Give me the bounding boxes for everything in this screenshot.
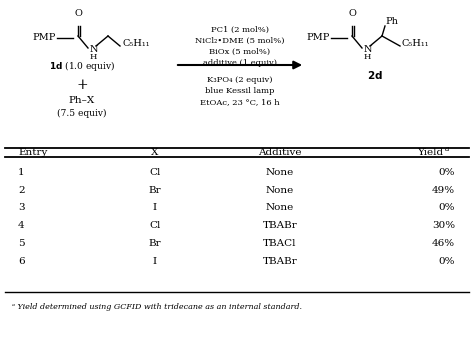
Text: +: + (76, 78, 88, 92)
Text: O: O (74, 9, 82, 18)
Text: Br: Br (149, 186, 161, 194)
Text: 49%: 49% (432, 186, 455, 194)
Text: $\mathbf{1d}$ (1.0 equiv): $\mathbf{1d}$ (1.0 equiv) (49, 59, 115, 73)
Text: NiCl₂•DME (5 mol%): NiCl₂•DME (5 mol%) (195, 37, 285, 45)
Text: Additive: Additive (258, 149, 302, 157)
Text: 4: 4 (18, 222, 25, 230)
Text: 30%: 30% (432, 222, 455, 230)
Text: PC1 (2 mol%): PC1 (2 mol%) (211, 26, 269, 34)
Text: BiOx (5 mol%): BiOx (5 mol%) (210, 48, 271, 56)
Text: TBABr: TBABr (263, 258, 297, 267)
Text: blue Kessil lamp: blue Kessil lamp (205, 87, 275, 95)
Text: 2: 2 (18, 186, 25, 194)
Text: Ph–X: Ph–X (69, 95, 95, 105)
Text: additive (1 equiv): additive (1 equiv) (203, 59, 277, 67)
Text: 46%: 46% (432, 239, 455, 248)
Text: H: H (364, 53, 371, 61)
Text: None: None (266, 203, 294, 213)
Text: N: N (364, 45, 373, 54)
Text: X: X (151, 149, 159, 157)
Text: C₅H₁₁: C₅H₁₁ (122, 39, 150, 48)
Text: 3: 3 (18, 203, 25, 213)
Text: Entry: Entry (18, 149, 47, 157)
Text: Br: Br (149, 239, 161, 248)
Text: K₃PO₄ (2 equiv): K₃PO₄ (2 equiv) (207, 76, 273, 84)
Text: 0%: 0% (438, 167, 455, 177)
Text: N: N (90, 45, 99, 54)
Text: H: H (90, 53, 97, 61)
Text: PMP: PMP (307, 34, 330, 43)
Text: $\mathbf{2d}$: $\mathbf{2d}$ (367, 69, 383, 81)
Text: EtOAc, 23 °C, 16 h: EtOAc, 23 °C, 16 h (200, 98, 280, 106)
Text: TBACl: TBACl (263, 239, 297, 248)
Text: 0%: 0% (438, 258, 455, 267)
Text: Yield: Yield (417, 149, 443, 157)
Text: C₅H₁₁: C₅H₁₁ (402, 39, 429, 48)
Text: I: I (153, 258, 157, 267)
Text: PMP: PMP (33, 34, 56, 43)
Text: a: a (445, 145, 449, 153)
Text: Cl: Cl (149, 222, 161, 230)
Text: ᵃ Yield determined using GCFID with tridecane as an internal standard.: ᵃ Yield determined using GCFID with trid… (12, 303, 302, 311)
Text: Cl: Cl (149, 167, 161, 177)
Text: Ph: Ph (385, 17, 398, 26)
Text: (7.5 equiv): (7.5 equiv) (57, 108, 107, 118)
Text: O: O (348, 9, 356, 18)
Text: I: I (153, 203, 157, 213)
Text: None: None (266, 167, 294, 177)
Text: TBABr: TBABr (263, 222, 297, 230)
Text: 5: 5 (18, 239, 25, 248)
Text: 6: 6 (18, 258, 25, 267)
Text: 0%: 0% (438, 203, 455, 213)
Text: None: None (266, 186, 294, 194)
Text: 1: 1 (18, 167, 25, 177)
